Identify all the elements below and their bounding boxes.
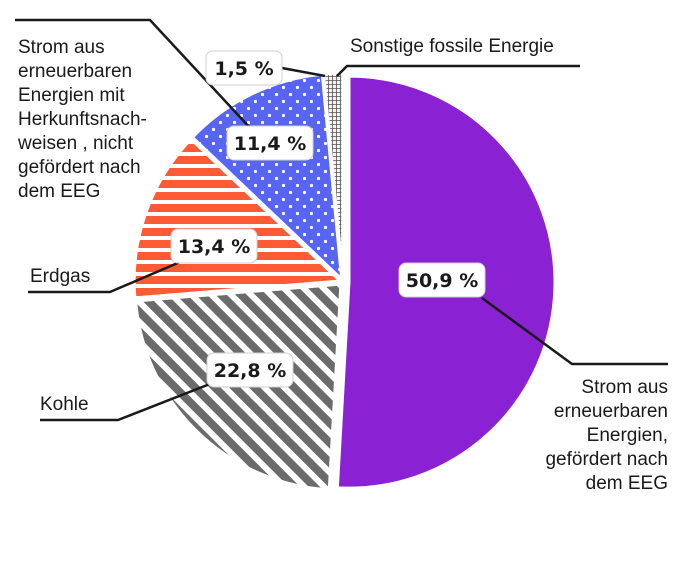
leader-line-eeg: [481, 296, 668, 366]
category-label-eeg: Strom aus erneuerbaren Energien, gefördert …: [545, 377, 668, 494]
value-text-kohle: 22,8 %: [214, 360, 287, 382]
leader-line-kohle: [40, 380, 216, 422]
pie-slice-herkunft: [190, 72, 344, 284]
value-label-herkunft: 11,4 %: [226, 125, 314, 161]
value-text-sonstige: 1,5 %: [214, 58, 273, 80]
pie-slice-sonstige: [321, 71, 345, 280]
category-label-sonstige: Sonstige fossile Energie: [350, 36, 554, 57]
category-label-kohle: Kohle: [40, 394, 89, 415]
value-label-eeg: 50,9 %: [398, 262, 486, 298]
value-label-sonstige: 1,5 %: [205, 50, 283, 86]
leader-line-herkunft: [15, 18, 253, 131]
leader-line-erdgas: [28, 260, 181, 294]
category-label-erdgas: Erdgas: [30, 266, 90, 287]
leader-line-sonstige: [281, 64, 580, 78]
value-label-erdgas: 13,4 %: [170, 228, 258, 264]
value-text-herkunft: 11,4 %: [234, 133, 307, 155]
value-text-eeg: 50,9 %: [406, 270, 479, 292]
category-label-herkunft: Strom aus erneuerbaren Energien mit Herkunf…: [17, 37, 147, 202]
value-text-erdgas: 13,4 %: [178, 236, 251, 258]
value-label-kohle: 22,8 %: [206, 352, 294, 388]
